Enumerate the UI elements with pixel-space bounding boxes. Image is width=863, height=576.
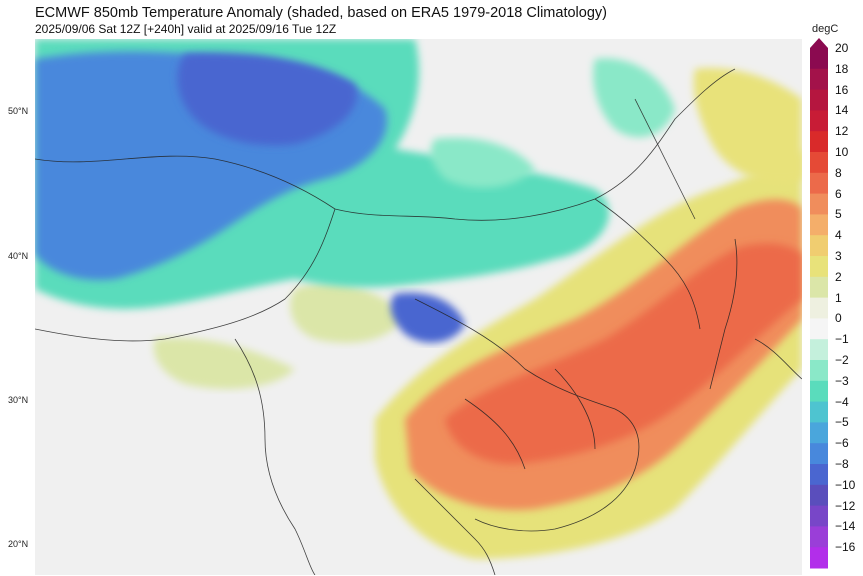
colorbar-tick-label: −16 [835,540,856,555]
colorbar-tick-label: −14 [835,519,856,534]
colorbar [810,38,828,569]
pale-green-region-southwest [153,338,295,389]
warm-northeast-region [693,68,802,183]
colorbar-cell [810,256,828,278]
colorbar-cell [810,443,828,465]
cool-patch-central [430,137,535,188]
colorbar-unit: degC [812,23,839,35]
colorbar-tick-label: 8 [835,165,842,180]
colorbar-tick-label: −4 [835,394,849,409]
colorbar-cell [810,401,828,423]
colorbar-cell [810,235,828,257]
colorbar-tick-label: −1 [835,332,849,347]
colorbar-cell [810,339,828,361]
chart-title: ECMWF 850mb Temperature Anomaly (shaded,… [35,5,607,21]
colorbar-cell [810,89,828,111]
colorbar-tick-label: 0 [835,311,842,326]
colorbar-tick-label: −2 [835,353,849,367]
colorbar-cell [810,505,828,527]
colorbar-tick-label: −8 [835,457,849,471]
colorbar-cell [810,297,828,319]
colorbar-cell [810,484,828,507]
colorbar-tick-label: 3 [835,249,842,263]
colorbar-cell [810,68,828,91]
colorbar-tick-label: −10 [835,477,856,492]
colorbar-tick-label: 10 [835,145,849,159]
colorbar-tick-label: 4 [835,228,842,243]
colorbar-cell [810,526,828,548]
colorbar-cell [810,110,828,132]
anomaly-map [35,39,802,575]
colorbar-cell [810,422,828,444]
colorbar-cell [810,276,828,299]
lat-label-30: 30°N [8,395,29,405]
cold-core-region [177,52,357,146]
colorbar-cell [810,318,828,340]
lat-label-20: 20°N [8,539,29,549]
colorbar-cell [810,172,828,195]
cold-patch-central [390,292,465,343]
colorbar-cell [810,48,828,70]
colorbar-cell [810,464,828,486]
chart-subtitle: 2025/09/06 Sat 12Z [+240h] valid at 2025… [35,22,337,36]
lat-label-50: 50°N [8,106,29,116]
colorbar-cell [810,152,828,174]
colorbar-tick-label: 2 [835,269,842,284]
colorbar-tick-label: 6 [835,186,842,201]
colorbar-cell [810,547,828,569]
cool-patch-northeast [593,58,675,138]
colorbar-tick-label: 12 [835,124,849,139]
colorbar-cell [810,360,828,382]
colorbar-tick-label: −5 [835,415,849,430]
lat-label-40: 40°N [8,251,29,261]
colorbar-tick-label: 18 [835,61,849,76]
colorbar-arrow [810,38,828,48]
colorbar-tick-label: 1 [835,290,842,305]
colorbar-tick-label: 5 [835,207,842,222]
colorbar-cell [810,131,828,153]
map-panel [35,39,802,575]
boundary-lines [35,68,802,575]
colorbar-tick-label: −6 [835,436,849,451]
colorbar-cell [810,380,828,403]
colorbar-tick-label: 16 [835,82,849,97]
colorbar-tick-label: −3 [835,373,849,388]
colorbar-cell [810,214,828,236]
colorbar-tick-label: 20 [835,41,849,55]
colorbar-tick-label: −12 [835,498,856,513]
colorbar-tick-label: 14 [835,103,849,118]
hot-core-region [445,243,802,464]
colorbar-cell [810,193,828,215]
pale-green-region-west [290,283,405,343]
